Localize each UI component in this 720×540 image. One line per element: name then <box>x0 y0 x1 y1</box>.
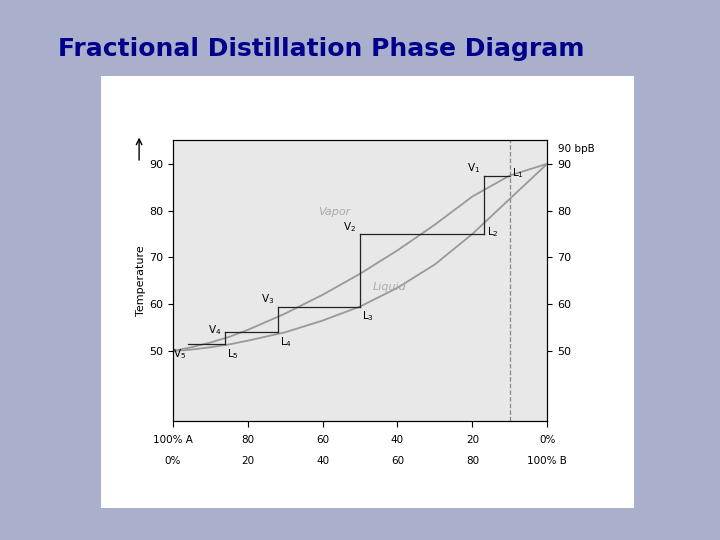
Text: 40: 40 <box>316 456 329 467</box>
Text: Liquid: Liquid <box>373 282 407 292</box>
Text: Fractional Distillation Phase Diagram: Fractional Distillation Phase Diagram <box>58 37 584 60</box>
Y-axis label: Temperature: Temperature <box>136 245 146 316</box>
Text: L$_2$: L$_2$ <box>487 225 499 239</box>
Text: L$_1$: L$_1$ <box>512 166 523 180</box>
Text: L$_5$: L$_5$ <box>227 347 239 361</box>
Text: V$_1$: V$_1$ <box>467 161 480 176</box>
Text: 100% A: 100% A <box>153 435 193 445</box>
Text: 100% B: 100% B <box>527 456 567 467</box>
Text: V$_2$: V$_2$ <box>343 220 356 234</box>
Text: Vapor: Vapor <box>318 207 350 217</box>
Text: L$_4$: L$_4$ <box>279 335 292 348</box>
Text: 90 bpB: 90 bpB <box>558 144 595 153</box>
Text: V$_5$: V$_5$ <box>173 347 186 361</box>
Text: V$_3$: V$_3$ <box>261 293 274 306</box>
Text: 60: 60 <box>316 435 329 445</box>
Text: 0%: 0% <box>165 456 181 467</box>
Text: 80: 80 <box>466 456 479 467</box>
Text: L$_3$: L$_3$ <box>362 309 374 323</box>
Text: 40: 40 <box>391 435 404 445</box>
Text: 60: 60 <box>391 456 404 467</box>
Text: 0%: 0% <box>539 435 555 445</box>
Text: 20: 20 <box>241 456 254 467</box>
Text: 80: 80 <box>241 435 254 445</box>
Text: V$_4$: V$_4$ <box>208 323 222 337</box>
Text: 20: 20 <box>466 435 479 445</box>
